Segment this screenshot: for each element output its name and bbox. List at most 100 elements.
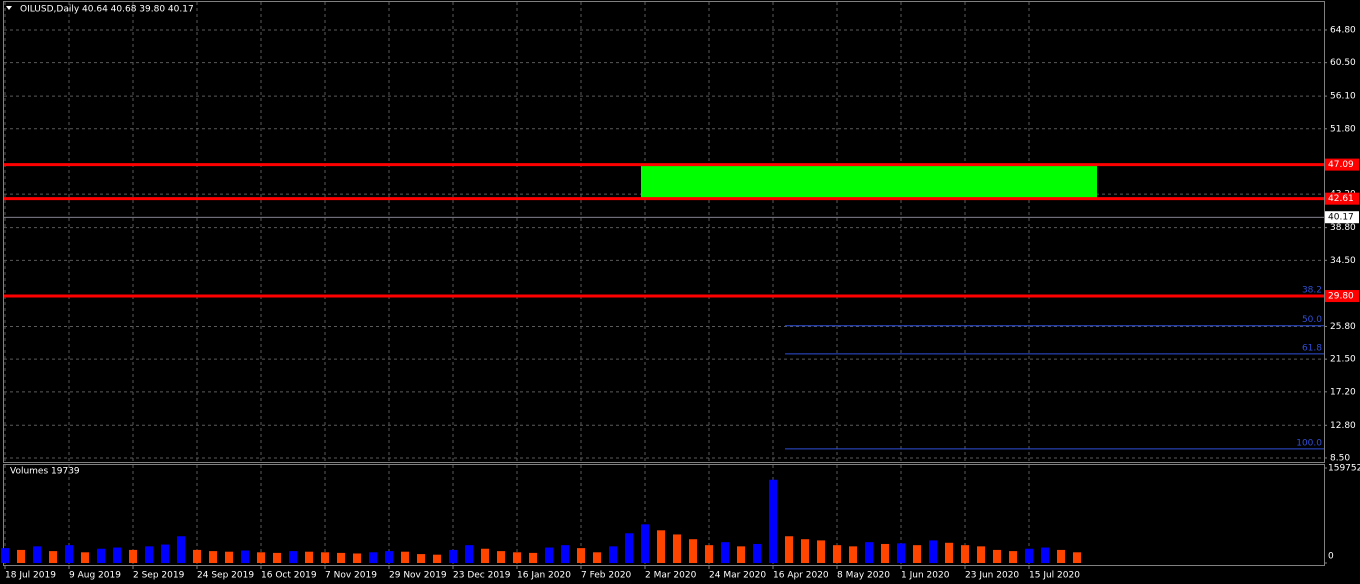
volume-bar: [417, 554, 425, 563]
menu-arrow[interactable]: [6, 6, 12, 10]
volume-bar: [369, 552, 377, 563]
x-tick-label: 8 May 2020: [837, 571, 890, 581]
volume-bar: [625, 533, 633, 563]
y-tick-label: 51.80: [1330, 124, 1356, 134]
y-tick-label: 0: [1328, 552, 1334, 562]
zone: [641, 164, 1097, 199]
volume-bar: [689, 539, 697, 563]
price-panel: [3, 1, 1325, 463]
y-tick-label: 21.50: [1330, 355, 1356, 365]
volume-bar: [225, 551, 233, 563]
volume-bar: [305, 551, 313, 563]
y-tick-label: 38.80: [1330, 223, 1356, 233]
volume-bar: [353, 553, 361, 563]
fib-label: 61.8: [1302, 343, 1322, 353]
volume-bar: [849, 546, 857, 563]
last-price-box: [1325, 211, 1359, 224]
y-tick-label: 25.80: [1330, 322, 1356, 332]
x-tick-label: 7 Feb 2020: [581, 571, 632, 581]
volume-bar: [545, 547, 553, 563]
volume-bar: [561, 545, 569, 563]
chart-title: OILUSD,Daily 40.64 40.68 39.80 40.17: [20, 5, 194, 15]
x-tick-label: 9 Aug 2019: [69, 571, 121, 581]
volume-bar: [961, 545, 969, 563]
fib-label: 50.0: [1302, 315, 1322, 325]
volume-bar: [657, 530, 665, 563]
volume-bar: [833, 545, 841, 563]
last-price-label: 40.17: [1328, 213, 1354, 223]
y-tick-label: 64.80: [1330, 25, 1356, 35]
y-tick-label: 56.10: [1330, 92, 1356, 102]
x-tick-label: 16 Apr 2020: [773, 571, 829, 581]
volume-bar: [1073, 552, 1081, 563]
volume-bar: [209, 551, 217, 563]
volume-bar: [769, 479, 777, 563]
volume-bar: [97, 548, 105, 563]
level-box: [1325, 290, 1359, 303]
volume-bar: [577, 548, 585, 563]
x-tick-label: 24 Mar 2020: [709, 571, 766, 581]
x-tick-label: 23 Jun 2020: [965, 571, 1019, 581]
x-tick-label: 16 Oct 2019: [261, 571, 317, 581]
fib-label: 38.2: [1302, 286, 1322, 296]
volume-bar: [385, 551, 393, 563]
volume-bar: [129, 549, 137, 563]
volume-bar: [913, 545, 921, 563]
volume-bar: [993, 549, 1001, 563]
volume-bar: [33, 546, 41, 563]
volume-bar: [193, 549, 201, 563]
volume-bar: [785, 536, 793, 563]
volume-bar: [65, 545, 73, 563]
volume-bar: [113, 547, 121, 563]
x-tick-label: 7 Nov 2019: [325, 571, 377, 581]
volume-bar: [161, 544, 169, 563]
volume-bar: [81, 552, 89, 563]
volume-bar: [1025, 548, 1033, 563]
volume-bar: [817, 540, 825, 563]
volume-bar: [449, 549, 457, 563]
volume-bar: [321, 552, 329, 563]
x-tick-label: 2 Sep 2019: [133, 571, 185, 581]
volume-bar: [1009, 551, 1017, 563]
volume-bar: [865, 542, 873, 563]
y-tick-label: 17.20: [1330, 387, 1356, 397]
volume-bar: [641, 524, 649, 563]
volume-bar: [337, 552, 345, 563]
y-tick-label: 12.80: [1330, 421, 1356, 431]
level-label: 42.61: [1328, 194, 1354, 204]
volume-bar: [49, 551, 57, 563]
y-tick-label: 8.50: [1330, 453, 1350, 463]
volume-bar: [289, 551, 297, 563]
fib-label: 100.0: [1296, 438, 1322, 448]
volume-bar: [705, 545, 713, 563]
volume-bar: [497, 551, 505, 563]
x-tick-label: 1 Jun 2020: [901, 571, 950, 581]
volume-bar: [1057, 549, 1065, 563]
volume-bar: [17, 549, 25, 563]
volume-bar: [433, 554, 441, 563]
y-tick-label: 60.50: [1330, 58, 1356, 68]
volume-bar: [945, 542, 953, 563]
volume-bar: [177, 536, 185, 563]
volume-bar: [513, 552, 521, 563]
volume-bar: [929, 540, 937, 563]
level-label: 47.09: [1328, 160, 1354, 170]
volume-bar: [721, 542, 729, 563]
volume-bar: [593, 552, 601, 563]
volume-bar: [1, 548, 9, 563]
x-tick-label: 15 Jul 2020: [1029, 571, 1080, 581]
x-tick-label: 18 Jul 2019: [5, 571, 56, 581]
x-tick-label: 2 Mar 2020: [645, 571, 697, 581]
volume-bar: [737, 546, 745, 563]
x-tick-label: 29 Nov 2019: [389, 571, 447, 581]
volume-bar: [257, 552, 265, 563]
volume-bar: [801, 539, 809, 563]
y-tick-label: 34.50: [1330, 256, 1356, 266]
x-tick-label: 23 Dec 2019: [453, 571, 511, 581]
volume-bar: [673, 534, 681, 563]
volume-bar: [273, 552, 281, 563]
level-box: [1325, 158, 1359, 171]
